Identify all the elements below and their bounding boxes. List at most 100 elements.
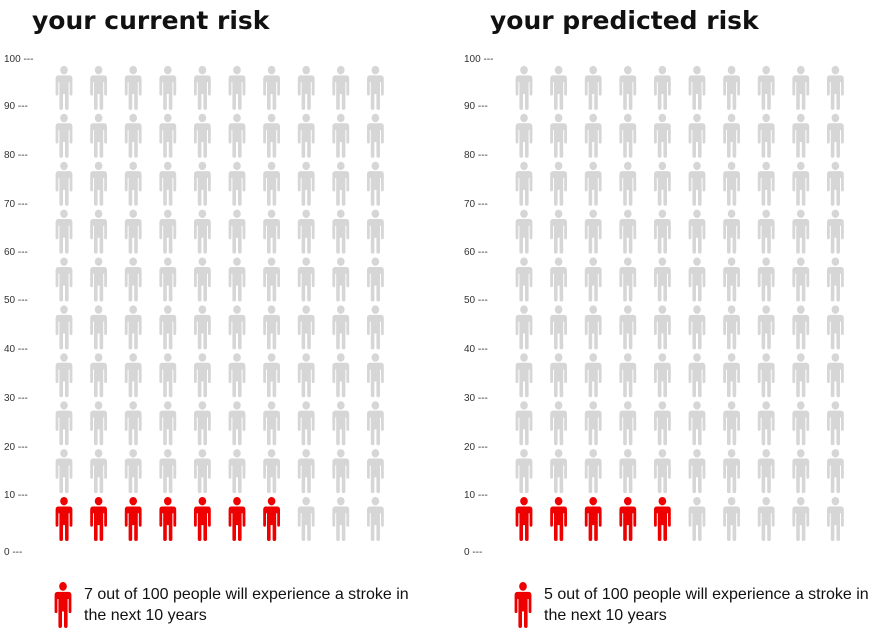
unaffected-person-icon [792, 209, 810, 254]
unaffected-person-icon [723, 65, 740, 110]
y-tick-label: 60 --- [4, 247, 28, 258]
unaffected-person-icon [723, 401, 740, 446]
unaffected-person-icon [55, 113, 73, 158]
y-tick-label: 50 --- [4, 295, 28, 306]
unaffected-person-icon [367, 257, 384, 302]
y-tick-label: 40 --- [4, 344, 28, 355]
unaffected-person-icon [654, 65, 671, 110]
unaffected-person-icon [194, 113, 211, 158]
unaffected-person-icon [297, 113, 315, 158]
unaffected-person-icon [654, 305, 671, 350]
unaffected-person-icon [619, 161, 637, 206]
unaffected-person-icon [550, 113, 567, 158]
predicted-risk-legend-text: 5 out of 100 people will experience a st… [544, 586, 869, 624]
y-tick-label: 60 --- [464, 247, 488, 258]
unaffected-person-icon [194, 353, 211, 398]
unaffected-person-icon [654, 161, 671, 206]
unaffected-person-icon [688, 497, 706, 541]
unaffected-person-icon [332, 497, 350, 541]
current-risk-legend-text: 7 out of 100 people will experience a st… [84, 586, 409, 624]
unaffected-person-icon [332, 353, 350, 398]
unaffected-person-icon [332, 113, 350, 158]
unaffected-person-icon [124, 113, 142, 158]
unaffected-person-icon [228, 305, 246, 350]
unaffected-person-icon [263, 353, 280, 398]
unaffected-person-icon [263, 65, 280, 110]
unaffected-person-icon [124, 257, 142, 302]
unaffected-person-icon [619, 257, 637, 302]
unaffected-person-icon [619, 209, 637, 254]
unaffected-person-icon [827, 113, 844, 158]
unaffected-person-icon [515, 353, 533, 398]
unaffected-person-icon [228, 449, 246, 494]
unaffected-person-icon [297, 353, 315, 398]
affected-person-icon [263, 497, 280, 541]
unaffected-person-icon [688, 161, 706, 206]
unaffected-person-icon [55, 305, 73, 350]
affected-person-icon [90, 497, 107, 541]
unaffected-person-icon [688, 209, 706, 254]
unaffected-person-icon [228, 113, 246, 158]
unaffected-person-icon [124, 353, 142, 398]
unaffected-person-icon [654, 353, 671, 398]
unaffected-person-icon [688, 113, 706, 158]
y-tick-label: 10 --- [4, 490, 28, 501]
unaffected-person-icon [124, 449, 142, 494]
unaffected-person-icon [827, 161, 844, 206]
unaffected-person-icon [55, 257, 73, 302]
unaffected-person-icon [332, 161, 350, 206]
unaffected-person-icon [792, 161, 810, 206]
affected-person-icon [228, 497, 246, 541]
unaffected-person-icon [332, 257, 350, 302]
unaffected-person-icon [90, 257, 107, 302]
unaffected-person-icon [90, 65, 107, 110]
unaffected-person-icon [723, 497, 740, 541]
unaffected-person-icon [827, 353, 844, 398]
affected-person-icon [515, 497, 533, 541]
unaffected-person-icon [550, 449, 567, 494]
unaffected-person-icon [792, 113, 810, 158]
unaffected-person-icon [124, 401, 142, 446]
unaffected-person-icon [55, 209, 73, 254]
unaffected-person-icon [757, 449, 775, 494]
unaffected-person-icon [550, 65, 567, 110]
y-tick-label: 0 --- [4, 547, 23, 558]
unaffected-person-icon [723, 161, 740, 206]
unaffected-person-icon [827, 449, 844, 494]
unaffected-person-icon [550, 401, 567, 446]
unaffected-person-icon [654, 401, 671, 446]
unaffected-person-icon [90, 209, 107, 254]
unaffected-person-icon [228, 161, 246, 206]
unaffected-person-icon [263, 257, 280, 302]
unaffected-person-icon [757, 353, 775, 398]
unaffected-person-icon [619, 449, 637, 494]
unaffected-person-icon [550, 209, 567, 254]
unaffected-person-icon [654, 113, 671, 158]
unaffected-person-icon [757, 209, 775, 254]
unaffected-person-icon [332, 401, 350, 446]
unaffected-person-icon [90, 161, 107, 206]
unaffected-person-icon [827, 257, 844, 302]
unaffected-person-icon [757, 161, 775, 206]
unaffected-person-icon [332, 209, 350, 254]
unaffected-person-icon [263, 113, 280, 158]
unaffected-person-icon [827, 209, 844, 254]
unaffected-person-icon [228, 401, 246, 446]
unaffected-person-icon [367, 353, 384, 398]
person-icon [512, 582, 534, 628]
unaffected-person-icon [159, 449, 177, 494]
unaffected-person-icon [90, 401, 107, 446]
affected-person-icon [619, 497, 637, 541]
y-tick-label: 30 --- [4, 393, 28, 404]
predicted-risk-title: your predicted risk [490, 6, 759, 35]
unaffected-person-icon [159, 161, 177, 206]
unaffected-person-icon [654, 209, 671, 254]
unaffected-person-icon [688, 449, 706, 494]
unaffected-person-icon [263, 209, 280, 254]
unaffected-person-icon [297, 305, 315, 350]
unaffected-person-icon [228, 257, 246, 302]
unaffected-person-icon [297, 401, 315, 446]
unaffected-person-icon [297, 65, 315, 110]
unaffected-person-icon [515, 209, 533, 254]
unaffected-person-icon [723, 305, 740, 350]
